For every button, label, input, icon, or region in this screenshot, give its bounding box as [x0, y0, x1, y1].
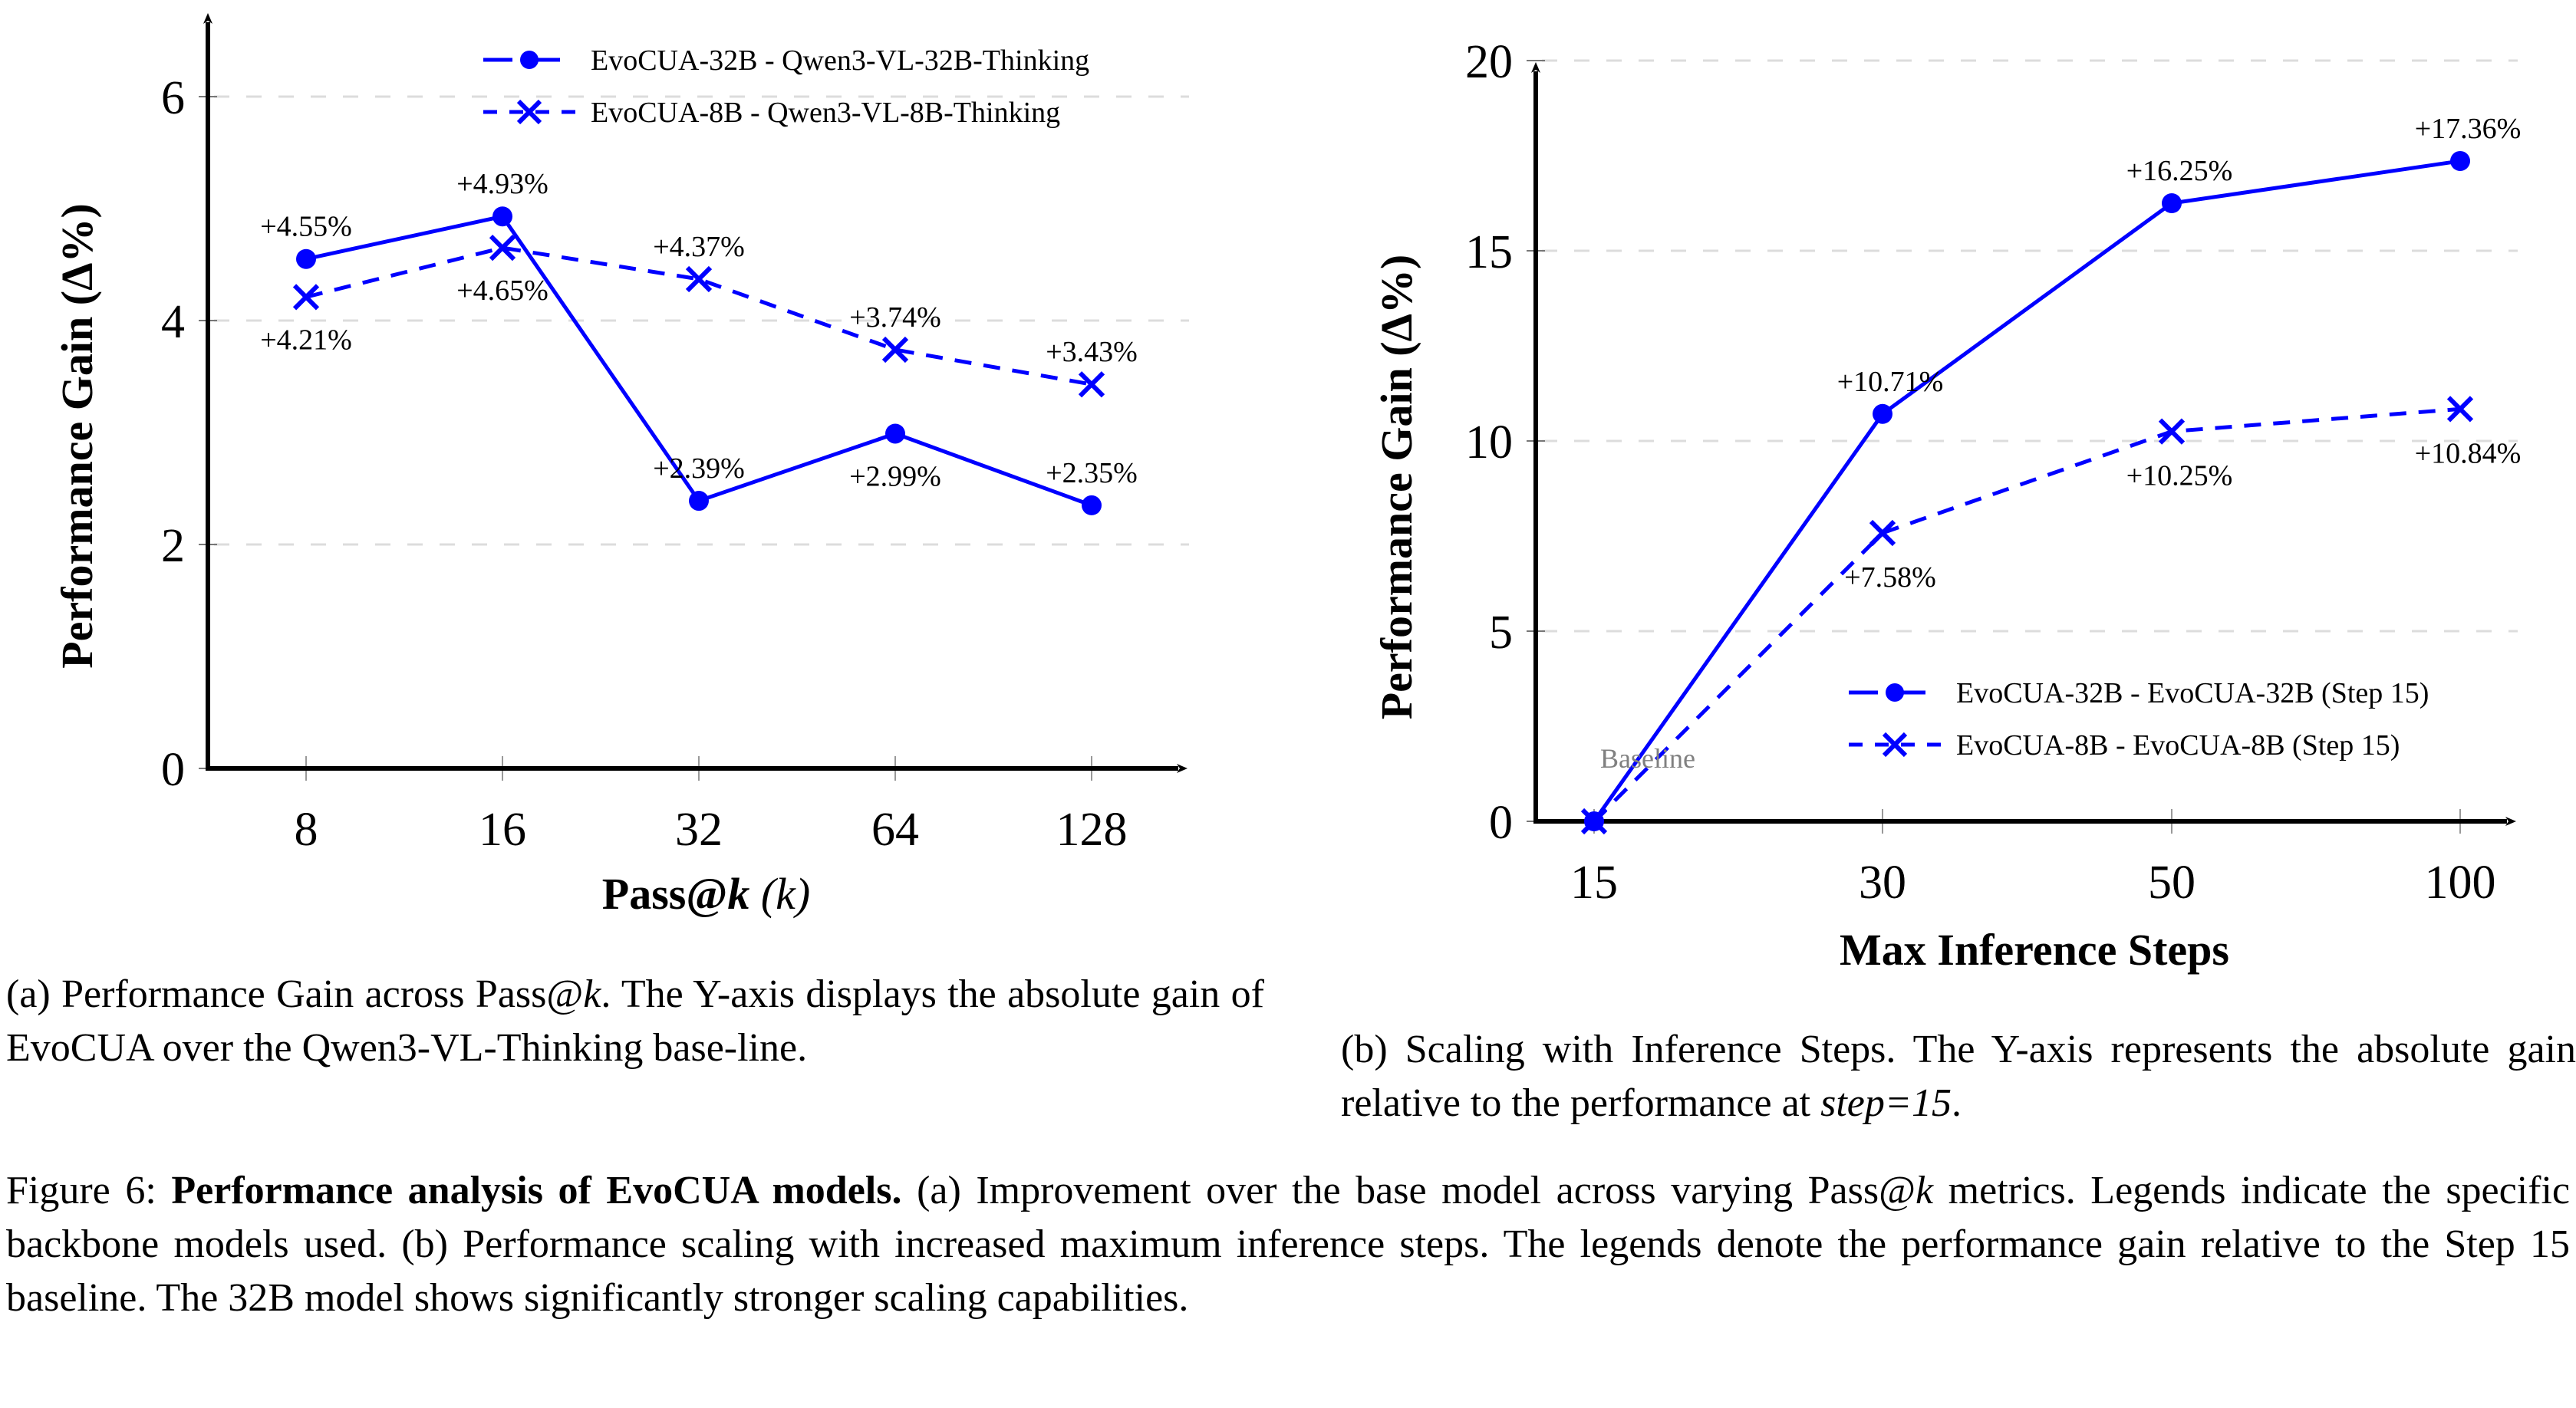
legend-label: EvoCUA-32B - Qwen3-VL-32B-Thinking	[591, 44, 1089, 77]
x-tick-label: 8	[295, 804, 318, 856]
data-label: +4.93%	[456, 168, 548, 200]
x-marker-stroke	[1882, 732, 1908, 758]
subcaption-a-prefix: (a) Performance Gain across Pass@	[6, 972, 584, 1016]
x-marker-stroke	[1869, 519, 1896, 547]
figure-caption-part2: metrics. Legends indicate the specific b…	[6, 1169, 2571, 1320]
data-label: +3.43%	[1046, 336, 1138, 368]
data-label: +4.37%	[653, 231, 745, 263]
subcaption-a: (a) Performance Gain across Pass@k. The …	[6, 968, 1264, 1075]
series-line-1	[1593, 406, 2461, 823]
y-tick-label: 10	[1465, 416, 1513, 469]
x-marker-stroke	[1078, 371, 1105, 398]
data-point-circle	[1082, 495, 1102, 515]
data-label: +4.65%	[456, 275, 548, 307]
data-point-circle	[296, 248, 316, 269]
x-marker-stroke	[292, 284, 320, 311]
x-marker-stroke	[489, 234, 516, 262]
data-point-x	[1869, 519, 1896, 547]
x-axis-title: Pass@k (k)	[602, 869, 810, 919]
chart-inference-steps: 0 5 10 15 20 15 30 50 100 Performance Gain (Δ%) Ma…	[1372, 36, 2521, 975]
legend-x-marker	[1882, 732, 1908, 758]
baseline-annotation: Baseline	[1600, 743, 1695, 774]
x-marker-stroke	[2158, 418, 2186, 445]
y-tick-label: 0	[1489, 797, 1513, 849]
data-point-x	[685, 265, 713, 293]
y-tick-label: 0	[161, 744, 185, 796]
subcaption-b-italic: step=15	[1820, 1081, 1952, 1125]
legend-label: EvoCUA-8B - Qwen3-VL-8B-Thinking	[591, 97, 1060, 129]
data-point-x	[2446, 396, 2474, 423]
y-axis-title: Performance Gain (Δ%)	[52, 203, 102, 669]
y-tick-label: 20	[1465, 36, 1513, 88]
data-point-circle	[885, 423, 905, 444]
x-tick-label: 30	[1859, 857, 1906, 909]
data-point-x	[881, 336, 909, 364]
x-tick-label: 128	[1056, 804, 1128, 856]
legend-circle-marker	[520, 51, 539, 69]
x-marker-stroke	[1580, 808, 1608, 835]
data-label: +2.35%	[1046, 457, 1138, 489]
data-point-circle	[1873, 403, 1892, 424]
y-tick-label: 2	[161, 520, 185, 572]
figure-canvas: 0 2 4 6 8 16 32 64 128 Performance Gain (Δ%) Pass@…	[52, 13, 2521, 975]
x-marker-stroke	[516, 99, 542, 125]
y-axis-title: Performance Gain (Δ%)	[1372, 255, 1421, 720]
data-point-circle	[2450, 150, 2470, 171]
data-point-circle	[689, 491, 709, 512]
data-label: +2.99%	[849, 460, 941, 492]
x-axis-title-unit: (k)	[749, 869, 810, 919]
x-tick-label: 32	[675, 804, 723, 856]
data-label: +7.58%	[1844, 561, 1936, 594]
y-tick-label: 6	[161, 72, 185, 124]
figure-caption-title: Performance analysis of EvoCUA models.	[171, 1169, 902, 1212]
figure-caption-italic: k	[1916, 1169, 1934, 1212]
data-label: +4.55%	[260, 211, 352, 243]
subcaption-a-italic: k	[583, 972, 601, 1016]
x-axis-title-bold: Pass@	[602, 869, 728, 919]
figure-caption-part1: (a) Improvement over the base model acro…	[901, 1169, 1916, 1212]
x-marker-stroke	[881, 336, 909, 364]
x-axis-title-italic: k	[727, 869, 749, 919]
data-point-x	[2158, 418, 2186, 445]
data-label: +4.21%	[260, 324, 352, 356]
figure-caption-label: Figure 6:	[6, 1169, 172, 1212]
x-axis-title: Max Inference Steps	[1840, 925, 2229, 975]
legend-x-marker	[516, 99, 542, 125]
data-point-x	[489, 234, 516, 262]
y-tick-label: 4	[161, 296, 185, 348]
data-point-circle	[2162, 193, 2182, 213]
figure-caption: Figure 6: Performance analysis of EvoCUA…	[6, 1164, 2570, 1325]
x-tick-label: 15	[1570, 857, 1618, 909]
data-point-x	[1580, 808, 1608, 835]
legend-label: EvoCUA-8B - EvoCUA-8B (Step 15)	[1956, 729, 2400, 762]
x-tick-label: 100	[2425, 857, 2496, 909]
data-label: +2.39%	[653, 452, 745, 485]
data-point-circle	[492, 206, 512, 227]
legend-label: EvoCUA-32B - EvoCUA-32B (Step 15)	[1956, 677, 2429, 709]
y-tick-label: 5	[1489, 607, 1513, 659]
series-line-1	[305, 245, 1092, 387]
x-tick-label: 64	[871, 804, 919, 856]
x-marker-stroke	[685, 265, 713, 293]
data-point-x	[1078, 371, 1105, 398]
data-label: +17.36%	[2415, 113, 2522, 145]
subcaption-a-suffix: . The Y-axis displays the absolute gain …	[6, 972, 1265, 1070]
data-point-x	[292, 284, 320, 311]
subcaption-b-prefix: (b) Scaling with Inference Steps. The Y-…	[1341, 1028, 2576, 1125]
data-label: +16.25%	[2126, 155, 2233, 187]
y-tick-label: 15	[1465, 226, 1513, 278]
data-label: +10.71%	[1837, 366, 1944, 398]
chart-pass-at-k: 0 2 4 6 8 16 32 64 128 Performance Gain (Δ%) Pass@…	[52, 13, 1189, 919]
subcaption-b-suffix: .	[1951, 1081, 1962, 1125]
series-line-0	[1592, 159, 2461, 823]
data-label: +10.84%	[2415, 437, 2522, 469]
x-marker-stroke	[2446, 396, 2474, 423]
data-label: +10.25%	[2126, 460, 2233, 492]
subcaption-b: (b) Scaling with Inference Steps. The Y-…	[1341, 1023, 2576, 1130]
data-label: +3.74%	[849, 301, 941, 334]
legend-circle-marker	[1886, 683, 1904, 702]
x-tick-label: 50	[2148, 857, 2196, 909]
x-tick-label: 16	[479, 804, 526, 856]
